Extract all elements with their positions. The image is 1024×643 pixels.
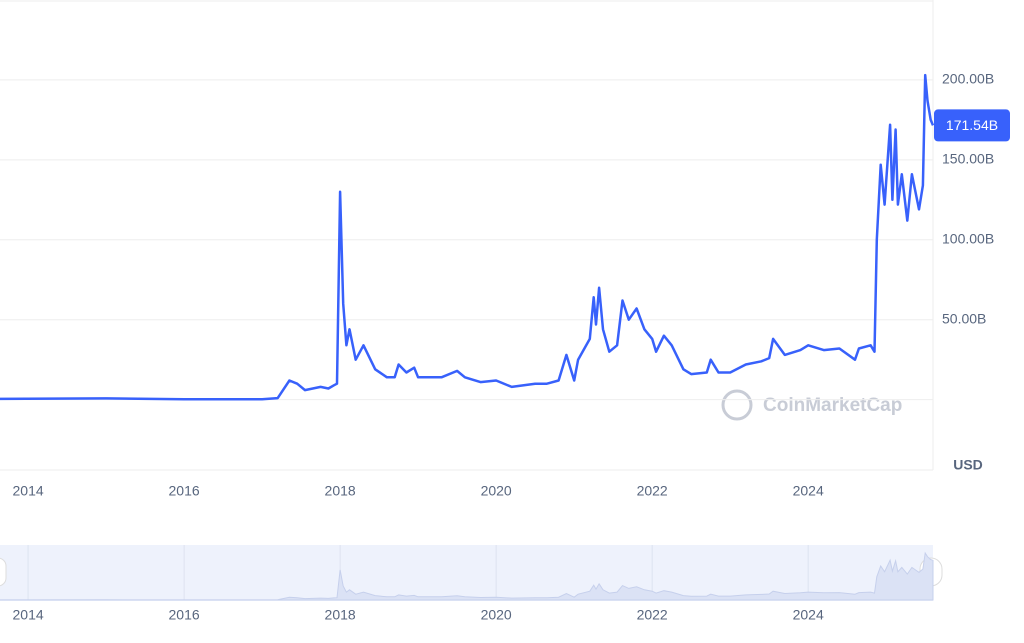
navigator[interactable] xyxy=(0,545,933,601)
y-tick-label: 150.00B xyxy=(942,151,994,167)
price-line xyxy=(0,73,935,401)
y-tick-label: 50.00B xyxy=(942,310,986,326)
navigator-area xyxy=(0,551,934,601)
y-tick-label: 100.00B xyxy=(942,230,994,246)
navigator-tick-label: 2022 xyxy=(637,607,668,623)
y-tick-label: 200.00B xyxy=(942,71,994,87)
navigator-handle[interactable] xyxy=(0,557,7,587)
x-tick-label: 2020 xyxy=(481,483,512,499)
watermark: CoinMarketCap xyxy=(763,395,902,416)
x-tick-label: 2016 xyxy=(169,483,200,499)
last-value-label: 171.54B xyxy=(946,117,998,133)
x-tick-label: 2022 xyxy=(637,483,668,499)
x-tick-label: 2014 xyxy=(13,483,44,499)
y-axis-label: USD xyxy=(953,457,983,473)
last-value-badge xyxy=(934,109,1010,142)
x-tick-label: 2024 xyxy=(793,483,824,499)
watermark-logo xyxy=(721,389,753,421)
navigator-tick-label: 2014 xyxy=(13,607,44,623)
navigator-tick-label: 2020 xyxy=(481,607,512,623)
navigator-tick-label: 2018 xyxy=(325,607,356,623)
navigator-tick-label: 2016 xyxy=(169,607,200,623)
x-tick-label: 2018 xyxy=(325,483,356,499)
navigator-tick-label: 2024 xyxy=(793,607,824,623)
